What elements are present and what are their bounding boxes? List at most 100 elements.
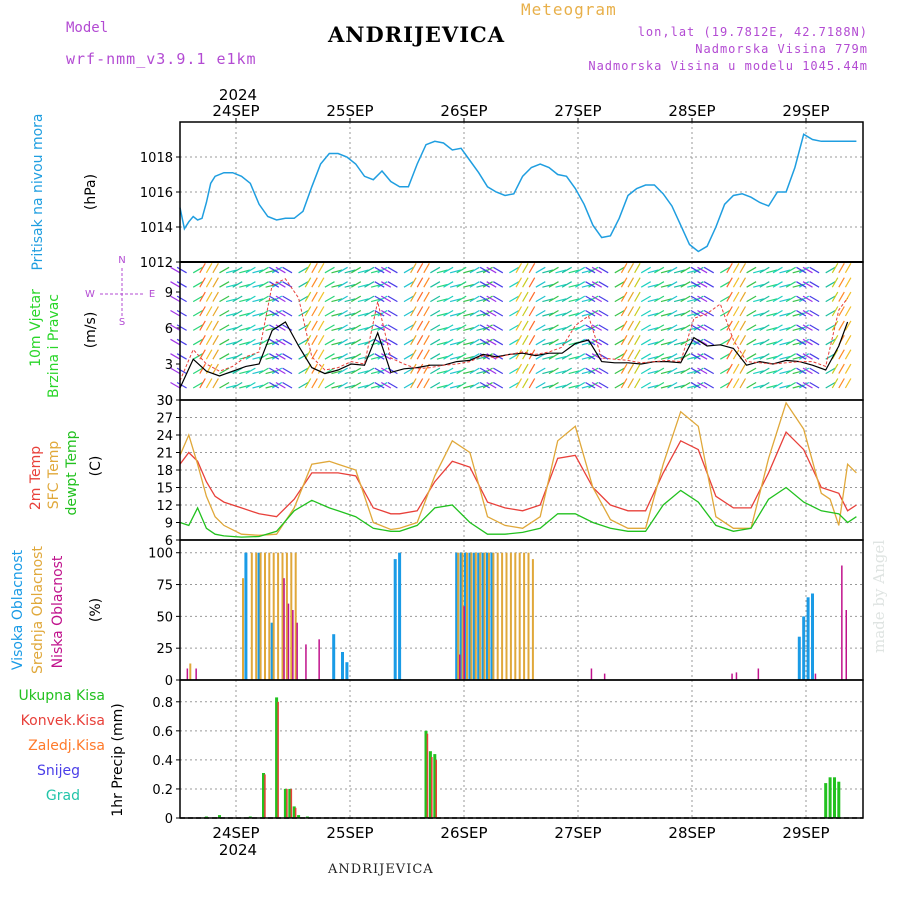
wind-arrow — [802, 324, 813, 331]
wind-arrow — [403, 281, 414, 288]
wind-arrow — [271, 295, 283, 303]
wind-arrow — [403, 338, 414, 346]
wind-arrow — [574, 309, 586, 317]
wind-arrow — [654, 338, 665, 346]
cloud-bar — [459, 654, 461, 680]
wind-arrow — [205, 378, 213, 389]
cloud-bar — [242, 578, 244, 680]
bottom-day-label: 29SEP — [782, 824, 829, 842]
wind-arrow — [380, 309, 392, 317]
wind-arrow — [614, 309, 625, 317]
wind-arrow — [275, 367, 286, 375]
wind-arrow — [673, 384, 685, 389]
wind-arrow — [680, 295, 691, 303]
wind-arrow — [574, 367, 586, 375]
wind-arrow — [331, 269, 343, 274]
wind-arrow — [416, 291, 424, 302]
cloud-bar — [466, 552, 468, 680]
precip-tick-label: 0.2 — [152, 783, 173, 798]
wind-arrow — [732, 306, 740, 317]
wind-arrow — [548, 309, 559, 317]
wind-arrow — [825, 281, 836, 288]
wind-arrow — [838, 277, 845, 288]
temp-ylabel: 2m Temp — [28, 446, 44, 510]
wind-arrow — [542, 283, 554, 288]
wind-arrow — [205, 277, 213, 288]
wind-arrow — [640, 367, 652, 375]
wind-arrow — [423, 291, 430, 302]
wind-arrow — [350, 367, 362, 375]
wind-arrow — [667, 266, 678, 274]
wind-arrow — [719, 266, 731, 274]
wind-arrow — [654, 266, 665, 274]
wind-arrow — [245, 381, 256, 389]
wind-arrow — [614, 381, 625, 389]
wind-arrow — [456, 338, 467, 346]
wind-arrow — [703, 381, 714, 389]
wind-arrow — [387, 281, 398, 288]
wind-arrow — [831, 262, 839, 274]
wind-arrow — [225, 283, 237, 288]
wind-arrow — [456, 353, 467, 360]
wind-arrow — [667, 324, 678, 331]
wind-arrow — [364, 324, 375, 331]
wind-arrow — [317, 320, 325, 331]
temp-tick-label: 27 — [156, 412, 173, 427]
wind-arrow — [614, 324, 625, 331]
wind-arrow — [252, 384, 264, 389]
cloud-bar — [189, 663, 192, 680]
wind-arrow — [469, 309, 480, 317]
wind-arrow — [796, 295, 807, 303]
wind-arrow — [232, 381, 243, 389]
wind-arrow — [212, 349, 219, 360]
wind-arrow — [479, 324, 490, 331]
wind-arrow — [331, 384, 343, 389]
wind-arrow — [232, 281, 243, 288]
wind-arrow — [660, 283, 672, 288]
wind-arrow — [232, 309, 243, 317]
wind-arrow — [377, 281, 388, 288]
wind-arrow — [647, 327, 659, 331]
wind-arrow — [535, 324, 546, 331]
wind-arrow — [614, 353, 625, 360]
wind-arrow — [798, 338, 810, 346]
wind-arrow — [568, 312, 580, 317]
compass-e: E — [149, 289, 155, 300]
wind-arrow — [509, 281, 520, 288]
cloud-bar — [287, 603, 290, 680]
wind-arrow — [377, 367, 388, 375]
cloud-bar — [509, 552, 512, 680]
wind-arrow — [410, 277, 417, 288]
wind-arrow — [469, 295, 480, 303]
wind-arrow — [311, 291, 318, 302]
wind-arrow — [753, 370, 764, 375]
wind-arrow — [831, 378, 839, 389]
cloud-bar — [488, 552, 490, 680]
wind-arrow — [759, 367, 770, 375]
wind-arrow — [463, 355, 475, 360]
wind-arrow — [317, 306, 325, 317]
wind-arrow — [746, 324, 757, 331]
wind-arrow — [232, 353, 243, 360]
wind-arrow — [282, 324, 293, 331]
temp-tick-label: 30 — [156, 394, 173, 409]
wind-arrow — [697, 324, 708, 331]
wind-arrow — [350, 266, 362, 274]
temp-line-1 — [179, 401, 857, 536]
wind-arrow — [377, 324, 388, 331]
wind-arrow — [317, 277, 325, 288]
wind-arrow — [357, 312, 369, 317]
wind-arrow — [697, 281, 708, 288]
cloud-bar — [472, 552, 476, 680]
wind-arrow — [680, 381, 691, 389]
wind-arrow — [311, 320, 318, 331]
wind-arrow — [732, 334, 740, 346]
wind-arrow — [350, 324, 362, 331]
wind-arrow — [640, 295, 652, 303]
cloud-tick-label: 0 — [165, 674, 173, 689]
wind-arrow — [239, 298, 251, 303]
wind-arrow — [416, 334, 424, 346]
wind-arrow — [199, 320, 206, 331]
cloud-bar — [268, 552, 271, 680]
